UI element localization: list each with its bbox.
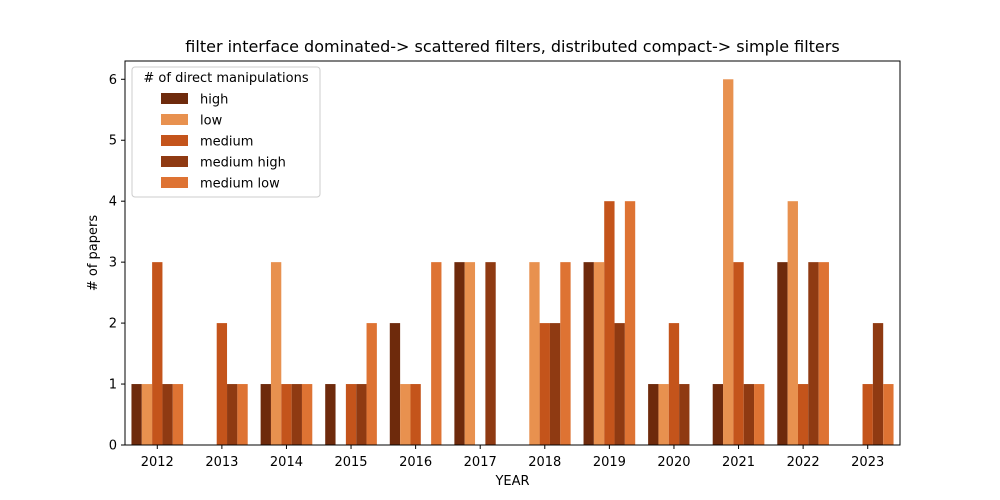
bar-medium-2021: [733, 262, 744, 445]
x-tick-label-2019: 2019: [593, 455, 626, 470]
y-tick-label-2: 2: [109, 317, 117, 332]
x-axis-label: YEAR: [494, 474, 529, 489]
bar-high-2019: [583, 262, 594, 445]
bar-high-2022: [777, 262, 788, 445]
bar-low-2016: [400, 384, 411, 445]
x-tick-label-2022: 2022: [787, 455, 820, 470]
bar-low-2019: [593, 262, 605, 445]
y-tick-label-0: 0: [109, 439, 117, 454]
legend: # of direct manipulations high low medium m…: [131, 66, 321, 198]
legend-label-low: low: [200, 114, 223, 129]
bar-high-2014: [260, 384, 271, 445]
x-tick-label-2016: 2016: [399, 455, 432, 470]
bar-medium-low-2021: [754, 384, 765, 445]
legend-label-medium: medium: [200, 135, 253, 150]
bar-low-2014: [270, 262, 282, 445]
y-tick-label-1: 1: [109, 378, 117, 393]
legend-swatch-medium-low: [161, 177, 188, 188]
bar-medium-high-2014: [291, 384, 302, 445]
bar-medium-high-2013: [227, 384, 238, 445]
bar-medium-high-2020: [679, 384, 690, 445]
bar-medium-high-2012: [162, 384, 173, 445]
bar-medium-2016: [410, 384, 421, 445]
x-tick-label-2021: 2021: [722, 455, 755, 470]
bar-medium-low-2015: [366, 323, 377, 445]
x-tick-label-2012: 2012: [141, 455, 174, 470]
bar-medium-2018: [539, 323, 550, 445]
legend-swatch-low: [161, 114, 188, 125]
x-tick-label-2020: 2020: [657, 455, 690, 470]
y-axis-label: # of papers: [86, 215, 101, 292]
legend-swatch-medium-high: [161, 156, 188, 167]
bar-low-2022: [787, 201, 798, 445]
legend-label-medium-high: medium high: [200, 156, 286, 171]
bar-medium-low-2018: [560, 262, 571, 445]
bar-medium-2014: [281, 384, 292, 445]
x-tick-label-2017: 2017: [464, 455, 497, 470]
bar-low-2020: [658, 384, 669, 445]
bar-medium-2013: [216, 323, 228, 445]
bar-medium-high-2017: [485, 262, 496, 445]
bars-group: [131, 79, 894, 445]
legend-label-medium-low: medium low: [200, 177, 280, 192]
x-tick-label-2013: 2013: [205, 455, 238, 470]
bar-high-2017: [454, 262, 465, 445]
y-tick-label-5: 5: [109, 134, 117, 149]
bar-medium-low-2023: [883, 384, 894, 445]
bar-medium-high-2015: [356, 384, 367, 445]
bar-medium-2023: [862, 384, 873, 445]
bar-medium-high-2019: [614, 323, 625, 445]
plot-frame: [124, 60, 901, 446]
bar-medium-2019: [604, 201, 615, 445]
bar-medium-high-2018: [549, 323, 561, 445]
bar-high-2012: [131, 384, 142, 445]
bar-medium-low-2013: [237, 384, 248, 445]
bar-medium-low-2016: [431, 262, 442, 445]
bar-low-2012: [141, 384, 153, 445]
y-tick-label-4: 4: [109, 195, 117, 210]
bar-medium-high-2023: [872, 323, 884, 445]
chart-title: filter interface dominated-> scattered f…: [185, 37, 839, 56]
bar-medium-low-2019: [624, 201, 636, 445]
bar-medium-low-2012: [172, 384, 184, 445]
y-tick-label-6: 6: [109, 73, 117, 88]
bar-medium-2022: [797, 384, 809, 445]
legend-swatch-high: [161, 93, 188, 104]
bar-low-2018: [529, 262, 540, 445]
x-tick-label-2014: 2014: [270, 455, 303, 470]
y-tick-label-3: 3: [109, 256, 117, 271]
legend-label-high: high: [200, 93, 228, 108]
bar-medium-high-2022: [808, 262, 819, 445]
bar-high-2021: [712, 384, 724, 445]
bar-medium-high-2021: [743, 384, 755, 445]
x-axis-ticks: 2012 2013 2014 2015 2016 2017 2018 2019 2020 2021…: [141, 445, 884, 470]
y-axis-ticks: 0 1 2 3 4 5 6: [109, 73, 125, 454]
bar-medium-2012: [152, 262, 163, 445]
bar-low-2017: [464, 262, 476, 445]
bar-medium-2020: [668, 323, 680, 445]
bar-high-2015: [325, 384, 336, 445]
bar-low-2021: [723, 79, 734, 445]
bar-medium-low-2014: [301, 384, 313, 445]
legend-title: # of direct manipulations: [143, 71, 308, 86]
x-tick-label-2023: 2023: [851, 455, 884, 470]
legend-swatch-medium: [161, 135, 188, 146]
x-tick-label-2015: 2015: [334, 455, 367, 470]
bar-high-2016: [389, 323, 401, 445]
x-tick-label-2018: 2018: [528, 455, 561, 470]
bar-medium-2015: [345, 384, 357, 445]
bar-medium-low-2022: [818, 262, 829, 445]
bar-high-2020: [648, 384, 659, 445]
